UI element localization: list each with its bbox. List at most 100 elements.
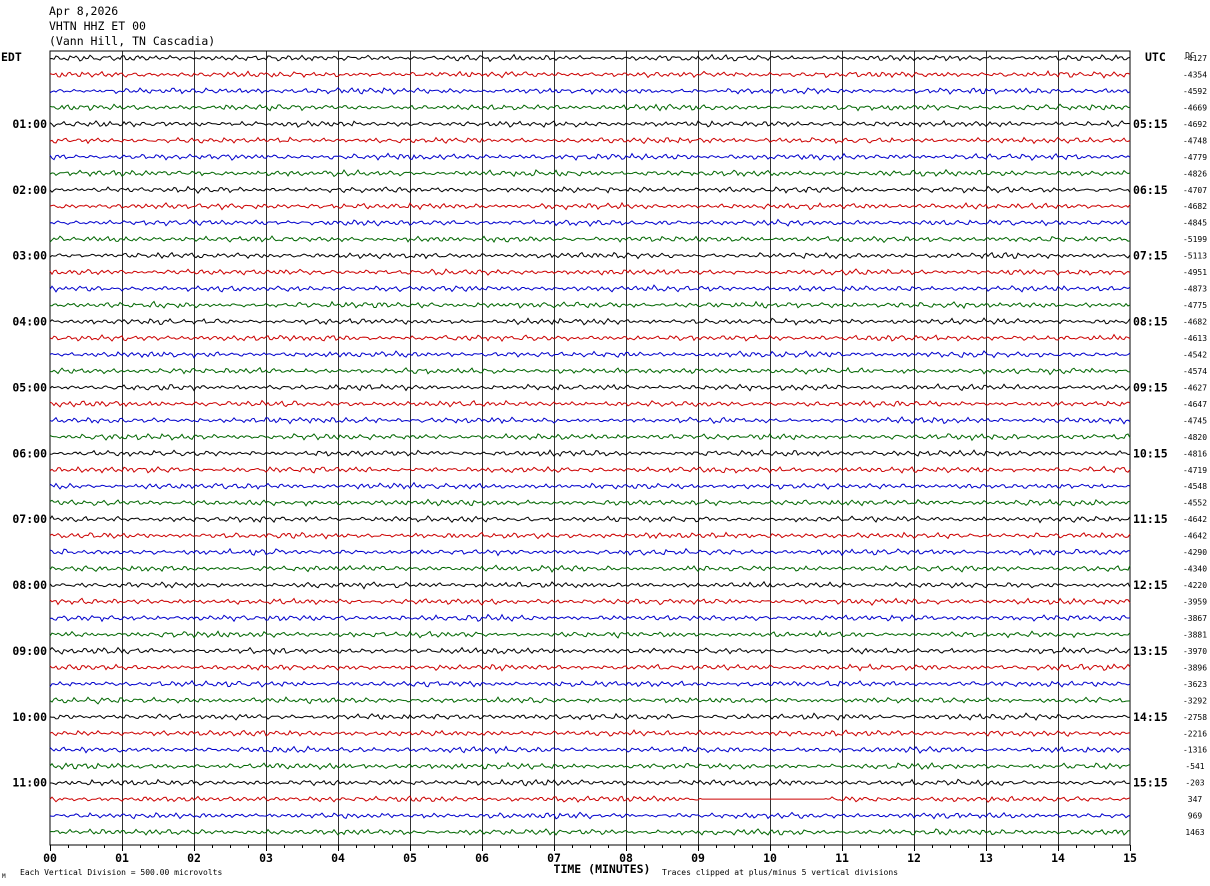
- seismic-trace: [49, 103, 1131, 112]
- dc-offset-label: -4613: [1183, 334, 1207, 343]
- x-tick-label: 14: [1051, 851, 1065, 865]
- x-tick-label: 10: [763, 851, 777, 865]
- seismic-trace: [49, 663, 1131, 672]
- x-tick-label: 09: [691, 851, 705, 865]
- x-tick-label: 08: [619, 851, 633, 865]
- right-hour-label: 10:15: [1133, 446, 1168, 460]
- seismic-trace: [49, 119, 1131, 128]
- seismic-trace: [49, 300, 1131, 310]
- dc-offset-label: -4745: [1183, 416, 1207, 425]
- dc-offset-label: -4669: [1183, 103, 1207, 112]
- seismic-trace: [49, 201, 1131, 211]
- dc-offset-label: -4340: [1183, 565, 1207, 574]
- dc-offset-label: -4873: [1183, 285, 1207, 294]
- dc-offset-label: -4220: [1183, 581, 1207, 590]
- dc-offset-label: -3881: [1183, 630, 1207, 639]
- dc-offset-label: -3896: [1183, 663, 1207, 672]
- x-tick-label: 13: [979, 851, 993, 865]
- seismic-trace: [49, 136, 1131, 145]
- dc-offset-label: -4719: [1183, 466, 1207, 475]
- seismic-trace: [49, 564, 1131, 573]
- dc-offset-label: -4627: [1183, 383, 1207, 392]
- seismic-trace: [49, 481, 1131, 490]
- dc-offset-label: -203: [1185, 779, 1204, 788]
- right-hour-label: 07:15: [1133, 249, 1168, 263]
- x-tick-label: 04: [331, 851, 345, 865]
- x-tick-label: 11: [835, 851, 849, 865]
- left-hour-label: 02:00: [12, 183, 47, 197]
- seismic-trace: [49, 333, 1131, 343]
- dc-offset-label: -4127: [1183, 54, 1207, 63]
- x-tick-label: 06: [475, 851, 489, 865]
- right-hour-label: 06:15: [1133, 183, 1168, 197]
- right-hour-label: 15:15: [1133, 776, 1168, 790]
- right-timezone-label: UTC: [1145, 50, 1166, 64]
- corner-mark: M: [2, 873, 6, 880]
- dc-offset-label: -4642: [1183, 515, 1207, 524]
- station-code: VHTN HHZ ET 00: [49, 19, 146, 33]
- plot-date: Apr 8,2026: [49, 4, 119, 18]
- seismic-trace: [49, 515, 1131, 524]
- seismic-trace: [49, 696, 1131, 705]
- dc-offset-label: -4845: [1183, 219, 1207, 228]
- seismic-trace: [49, 580, 1131, 590]
- seismic-traces: [49, 53, 1131, 836]
- seismic-trace: [49, 168, 1131, 178]
- x-tick-label: 03: [259, 851, 273, 865]
- seismic-trace: [49, 729, 1131, 737]
- left-timezone-label: EDT: [1, 50, 22, 64]
- seismic-trace: [49, 185, 1131, 194]
- seismic-trace: [49, 366, 1131, 376]
- dc-offset-label: -4548: [1183, 482, 1207, 491]
- dc-offset-label: -3623: [1183, 680, 1207, 689]
- seismic-trace: [49, 87, 1131, 95]
- seismic-trace: [49, 416, 1131, 425]
- x-tick-label: 05: [403, 851, 417, 865]
- dc-offset-label: -4820: [1183, 433, 1207, 442]
- right-hour-label: 14:15: [1133, 710, 1168, 724]
- right-hour-label: 11:15: [1133, 512, 1168, 526]
- seismic-trace: [49, 268, 1131, 276]
- dc-offset-label: -1316: [1183, 746, 1207, 755]
- dc-offset-label: -3970: [1183, 647, 1207, 656]
- dc-offset-label: -2758: [1183, 713, 1207, 722]
- dc-header-label: DC: [1185, 51, 1195, 60]
- right-hour-label: 12:15: [1133, 578, 1168, 592]
- dc-offset-label: 969: [1188, 812, 1203, 821]
- seismic-trace: [49, 284, 1131, 293]
- dc-offset-label: -4647: [1183, 400, 1207, 409]
- dc-offset-label: -4682: [1183, 202, 1207, 211]
- dc-offset-label: -5113: [1183, 252, 1207, 261]
- seismic-trace: [49, 465, 1131, 474]
- left-hour-label: 03:00: [12, 249, 47, 263]
- axis-labels: -4127 -4354 -4592 -4669 -4692 -4748 -4779 -4826…: [2, 51, 1207, 880]
- dc-offset-label: -2216: [1183, 729, 1207, 738]
- seismic-trace: [49, 761, 1131, 771]
- seismic-trace: [49, 449, 1131, 457]
- x-tick-label: 00: [43, 851, 57, 865]
- seismic-trace: [49, 547, 1130, 557]
- seismic-trace: [49, 498, 1131, 507]
- dc-offset-label: -3867: [1183, 614, 1207, 623]
- seismic-trace: [49, 531, 1131, 540]
- plot-grid: [49, 50, 1131, 851]
- seismic-trace: [49, 811, 1131, 820]
- x-tick-label: 12: [907, 851, 921, 865]
- seismic-trace: [49, 70, 1131, 79]
- dc-offset-label: -4592: [1183, 87, 1207, 96]
- dc-offset-label: -4574: [1183, 367, 1207, 376]
- seismic-trace: [49, 597, 1131, 606]
- left-hour-label: 06:00: [12, 446, 47, 460]
- dc-offset-label: -4816: [1183, 449, 1207, 458]
- dc-offset-label: -4779: [1183, 153, 1207, 162]
- dc-offset-label: -4542: [1183, 350, 1207, 359]
- dc-offset-label: -4290: [1183, 548, 1207, 557]
- seismic-trace: [49, 613, 1131, 623]
- seismic-trace: [49, 795, 1131, 803]
- right-hour-label: 05:15: [1133, 117, 1168, 131]
- left-hour-label: 09:00: [12, 644, 47, 658]
- right-hour-label: 08:15: [1133, 315, 1168, 329]
- dc-offset-label: -5199: [1183, 235, 1207, 244]
- x-axis-title: TIME (MINUTES): [554, 862, 651, 876]
